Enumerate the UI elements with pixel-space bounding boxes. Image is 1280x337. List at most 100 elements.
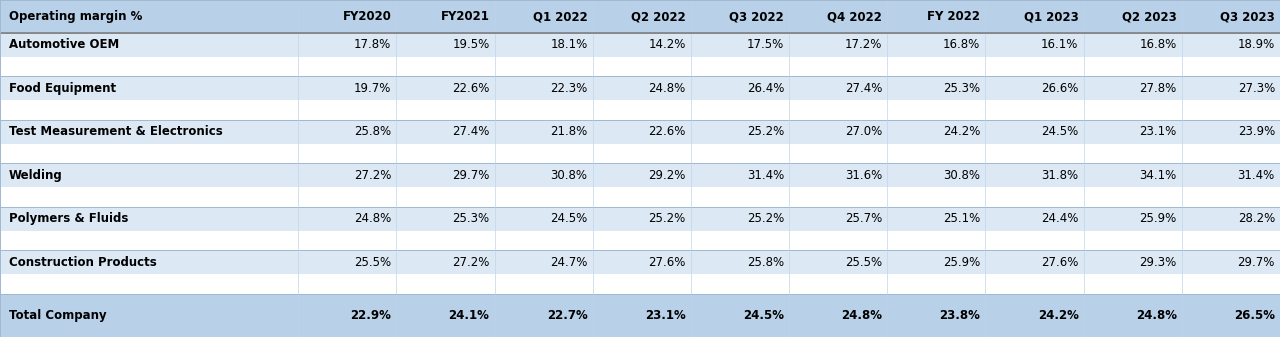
Bar bbox=[790, 100, 887, 120]
Bar bbox=[1181, 294, 1280, 337]
Bar bbox=[691, 144, 790, 163]
Bar bbox=[298, 294, 397, 337]
Bar bbox=[691, 33, 790, 57]
Text: 26.4%: 26.4% bbox=[746, 82, 783, 95]
Text: 24.5%: 24.5% bbox=[1041, 125, 1079, 138]
Bar bbox=[593, 294, 691, 337]
Bar bbox=[298, 274, 397, 294]
Text: 23.1%: 23.1% bbox=[1139, 125, 1176, 138]
Bar bbox=[494, 187, 593, 207]
Text: 29.7%: 29.7% bbox=[1238, 255, 1275, 269]
Bar bbox=[1181, 231, 1280, 250]
Bar bbox=[298, 163, 397, 187]
Bar bbox=[494, 100, 593, 120]
Bar bbox=[494, 250, 593, 274]
Text: Q2 2022: Q2 2022 bbox=[631, 10, 686, 23]
Bar bbox=[298, 33, 397, 57]
Text: 23.8%: 23.8% bbox=[940, 309, 980, 322]
Text: 22.7%: 22.7% bbox=[547, 309, 588, 322]
Bar bbox=[691, 0, 790, 33]
Text: 28.2%: 28.2% bbox=[1238, 212, 1275, 225]
Text: 22.9%: 22.9% bbox=[351, 309, 392, 322]
Bar bbox=[397, 274, 494, 294]
Text: 16.8%: 16.8% bbox=[943, 38, 980, 52]
Text: 25.3%: 25.3% bbox=[943, 82, 980, 95]
Text: Q3 2023: Q3 2023 bbox=[1220, 10, 1275, 23]
Bar bbox=[691, 294, 790, 337]
Text: Q2 2023: Q2 2023 bbox=[1123, 10, 1176, 23]
Bar bbox=[0, 207, 298, 231]
Bar bbox=[1084, 274, 1181, 294]
Bar bbox=[790, 250, 887, 274]
Bar bbox=[691, 57, 790, 76]
Bar bbox=[397, 33, 494, 57]
Bar bbox=[494, 57, 593, 76]
Bar bbox=[298, 0, 397, 33]
Text: 24.2%: 24.2% bbox=[943, 125, 980, 138]
Bar bbox=[397, 250, 494, 274]
Bar bbox=[691, 231, 790, 250]
Bar bbox=[593, 207, 691, 231]
Bar bbox=[1181, 76, 1280, 100]
Bar bbox=[494, 207, 593, 231]
Bar bbox=[790, 33, 887, 57]
Text: 25.7%: 25.7% bbox=[845, 212, 882, 225]
Bar bbox=[298, 57, 397, 76]
Bar bbox=[1084, 0, 1181, 33]
Text: 27.4%: 27.4% bbox=[845, 82, 882, 95]
Text: 31.6%: 31.6% bbox=[845, 169, 882, 182]
Bar bbox=[887, 294, 986, 337]
Text: 16.8%: 16.8% bbox=[1139, 38, 1176, 52]
Bar bbox=[494, 76, 593, 100]
Bar bbox=[790, 0, 887, 33]
Bar bbox=[691, 250, 790, 274]
Bar bbox=[1181, 100, 1280, 120]
Bar bbox=[790, 57, 887, 76]
Bar bbox=[790, 274, 887, 294]
Bar bbox=[790, 187, 887, 207]
Bar bbox=[298, 120, 397, 144]
Bar bbox=[0, 250, 298, 274]
Bar bbox=[0, 120, 298, 144]
Bar bbox=[1181, 187, 1280, 207]
Bar bbox=[1181, 163, 1280, 187]
Bar bbox=[397, 57, 494, 76]
Text: FY2021: FY2021 bbox=[440, 10, 489, 23]
Bar bbox=[494, 163, 593, 187]
Bar bbox=[397, 294, 494, 337]
Bar bbox=[986, 57, 1084, 76]
Text: 30.8%: 30.8% bbox=[550, 169, 588, 182]
Text: 27.0%: 27.0% bbox=[845, 125, 882, 138]
Bar bbox=[1084, 144, 1181, 163]
Text: 18.1%: 18.1% bbox=[550, 38, 588, 52]
Bar bbox=[1181, 33, 1280, 57]
Bar bbox=[986, 187, 1084, 207]
Text: 30.8%: 30.8% bbox=[943, 169, 980, 182]
Text: Q1 2023: Q1 2023 bbox=[1024, 10, 1079, 23]
Bar bbox=[1084, 120, 1181, 144]
Bar bbox=[790, 294, 887, 337]
Bar bbox=[1084, 100, 1181, 120]
Text: 22.6%: 22.6% bbox=[649, 125, 686, 138]
Bar bbox=[0, 294, 298, 337]
Text: 25.2%: 25.2% bbox=[649, 212, 686, 225]
Bar bbox=[1181, 144, 1280, 163]
Text: 27.2%: 27.2% bbox=[452, 255, 489, 269]
Text: 22.6%: 22.6% bbox=[452, 82, 489, 95]
Bar bbox=[298, 144, 397, 163]
Text: 25.9%: 25.9% bbox=[1139, 212, 1176, 225]
Text: Automotive OEM: Automotive OEM bbox=[9, 38, 119, 52]
Text: 25.3%: 25.3% bbox=[452, 212, 489, 225]
Bar bbox=[1181, 0, 1280, 33]
Text: 18.9%: 18.9% bbox=[1238, 38, 1275, 52]
Bar bbox=[397, 163, 494, 187]
Text: 27.2%: 27.2% bbox=[355, 169, 392, 182]
Bar bbox=[887, 76, 986, 100]
Bar bbox=[887, 231, 986, 250]
Bar bbox=[1084, 33, 1181, 57]
Bar bbox=[397, 207, 494, 231]
Bar bbox=[691, 76, 790, 100]
Text: Welding: Welding bbox=[9, 169, 63, 182]
Text: 26.5%: 26.5% bbox=[1234, 309, 1275, 322]
Bar bbox=[986, 0, 1084, 33]
